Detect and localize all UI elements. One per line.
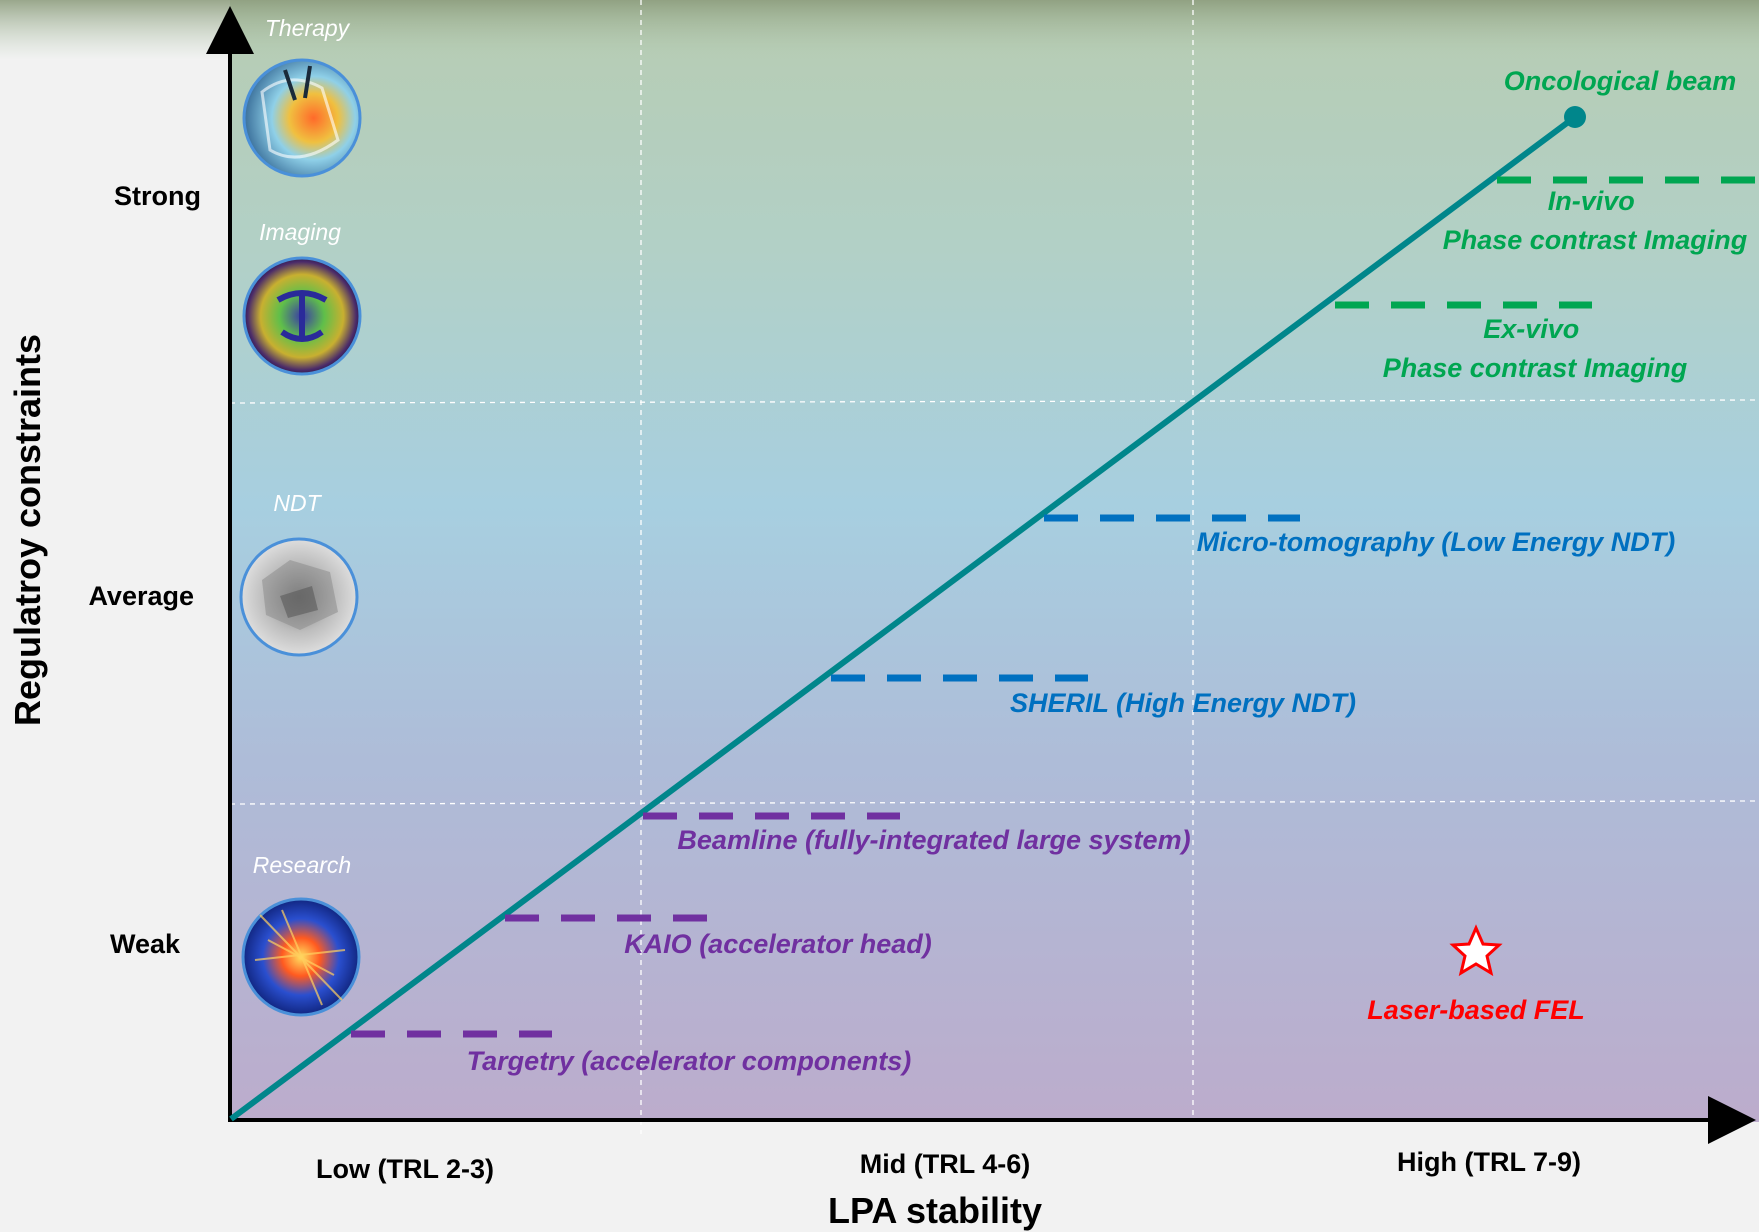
- x-level-high: High (TRL 7-9): [1397, 1147, 1581, 1177]
- app-label-ex-vivo-line1: Ex-vivo: [1483, 314, 1579, 344]
- y-level-average: Average: [88, 581, 194, 611]
- grid-line-h1: [229, 399, 1759, 404]
- app-label-targetry: Targetry (accelerator components): [467, 1046, 912, 1076]
- app-label-ex-vivo-line2: Phase contrast Imaging: [1383, 353, 1688, 383]
- trend-line: [229, 114, 1577, 1122]
- y-level-strong: Strong: [114, 181, 201, 211]
- app-label-micro-tomography: Micro-tomography (Low Energy NDT): [1197, 527, 1676, 557]
- category-label-ndt: NDT: [273, 490, 322, 516]
- category-imaging: Imaging: [242, 219, 362, 376]
- app-label-kaio: KAIO (accelerator head): [624, 929, 932, 959]
- x-level-low: Low (TRL 2-3): [316, 1154, 494, 1184]
- brain-scan-icon: [242, 256, 362, 376]
- category-label-therapy: Therapy: [265, 15, 351, 41]
- category-research: Research: [241, 852, 361, 1017]
- category-label-research: Research: [253, 852, 351, 878]
- x-axis-title: LPA stability: [828, 1190, 1042, 1231]
- star-icon: [1449, 924, 1503, 977]
- grid: [229, 0, 1759, 1134]
- therapy-scan-icon: [242, 58, 362, 178]
- trend-endpoint: [1564, 106, 1586, 128]
- category-label-imaging: Imaging: [259, 219, 341, 245]
- top-banner: [0, 0, 1759, 60]
- y-axis-title: Regulatroy constraints: [7, 334, 48, 726]
- x-level-mid: Mid (TRL 4-6): [860, 1149, 1031, 1179]
- app-label-in-vivo-line2: Phase contrast Imaging: [1443, 225, 1748, 255]
- app-label-sheril: SHERIL (High Energy NDT): [1010, 688, 1356, 718]
- ndt-sample-icon: [239, 537, 359, 657]
- special-label: Laser-based FEL: [1367, 995, 1585, 1025]
- grid-line-h2: [229, 800, 1759, 805]
- app-label-beamline: Beamline (fully-integrated large system): [677, 825, 1190, 855]
- endpoint-label: Oncological beam: [1504, 66, 1737, 96]
- category-therapy: Therapy: [242, 15, 362, 178]
- y-level-weak: Weak: [110, 929, 181, 959]
- app-label-ex-vivo: Ex-vivo Phase contrast Imaging: [1383, 314, 1688, 383]
- app-label-in-vivo: In-vivo Phase contrast Imaging: [1443, 186, 1748, 255]
- particle-shower-icon: [241, 897, 361, 1017]
- plot-background: [230, 0, 1759, 1122]
- app-label-in-vivo-line1: In-vivo: [1548, 186, 1635, 216]
- application-dashes: [351, 176, 1755, 1038]
- category-ndt: NDT: [239, 490, 359, 657]
